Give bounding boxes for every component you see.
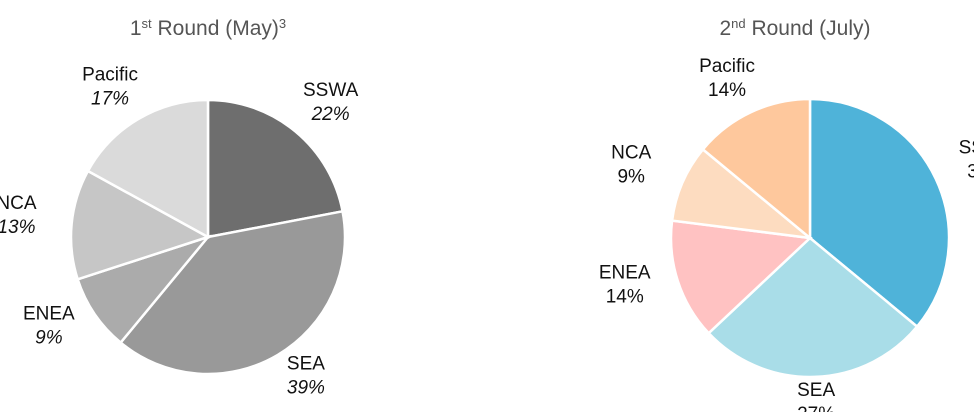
slice-value-label: 36%	[967, 162, 974, 183]
slice-label: SSWA	[303, 80, 359, 101]
slice-value-label: 17%	[91, 89, 129, 110]
title-run: Round (July)	[746, 17, 871, 40]
slice-value-label: 39%	[287, 377, 325, 398]
title-run: 1	[130, 17, 142, 40]
slice-label: Pacific	[82, 65, 138, 86]
slice-label: ENEA	[23, 303, 75, 324]
pie-slice	[706, 236, 919, 379]
slice-value-label: 22%	[311, 104, 350, 125]
pie-slice	[118, 209, 347, 376]
slice-label: Pacific	[699, 56, 755, 77]
slice-label: NCA	[0, 193, 37, 214]
pie-slice	[206, 98, 345, 239]
slice-label: SEA	[797, 380, 835, 401]
title-run: nd	[731, 16, 745, 31]
pie-slice	[669, 219, 813, 335]
title-run: 3	[279, 16, 286, 31]
pie-slice	[701, 97, 812, 241]
slice-value-label: 14%	[606, 287, 644, 308]
chart-title: 1st Round (May)3	[130, 16, 286, 41]
slice-label: NCA	[611, 142, 651, 163]
pie-slice	[69, 169, 212, 281]
slice-value-label: 13%	[0, 217, 36, 238]
title-run: Round (May)	[152, 17, 279, 40]
chart-title: 2nd Round (July)	[719, 16, 870, 41]
pie-slice	[670, 147, 815, 240]
slice-label: SEA	[287, 353, 325, 374]
slice-label: ENEA	[599, 263, 651, 284]
slice-value-label: 9%	[35, 327, 63, 348]
slice-label: SSWA	[959, 138, 974, 159]
slice-value-label: 14%	[708, 80, 746, 101]
slice-value-label: 9%	[617, 166, 645, 187]
pie-slice	[808, 97, 951, 329]
title-run: 2	[719, 17, 731, 40]
slice-value-label: 27%	[797, 404, 835, 412]
title-run: st	[142, 16, 153, 31]
pie-slice	[86, 98, 210, 240]
